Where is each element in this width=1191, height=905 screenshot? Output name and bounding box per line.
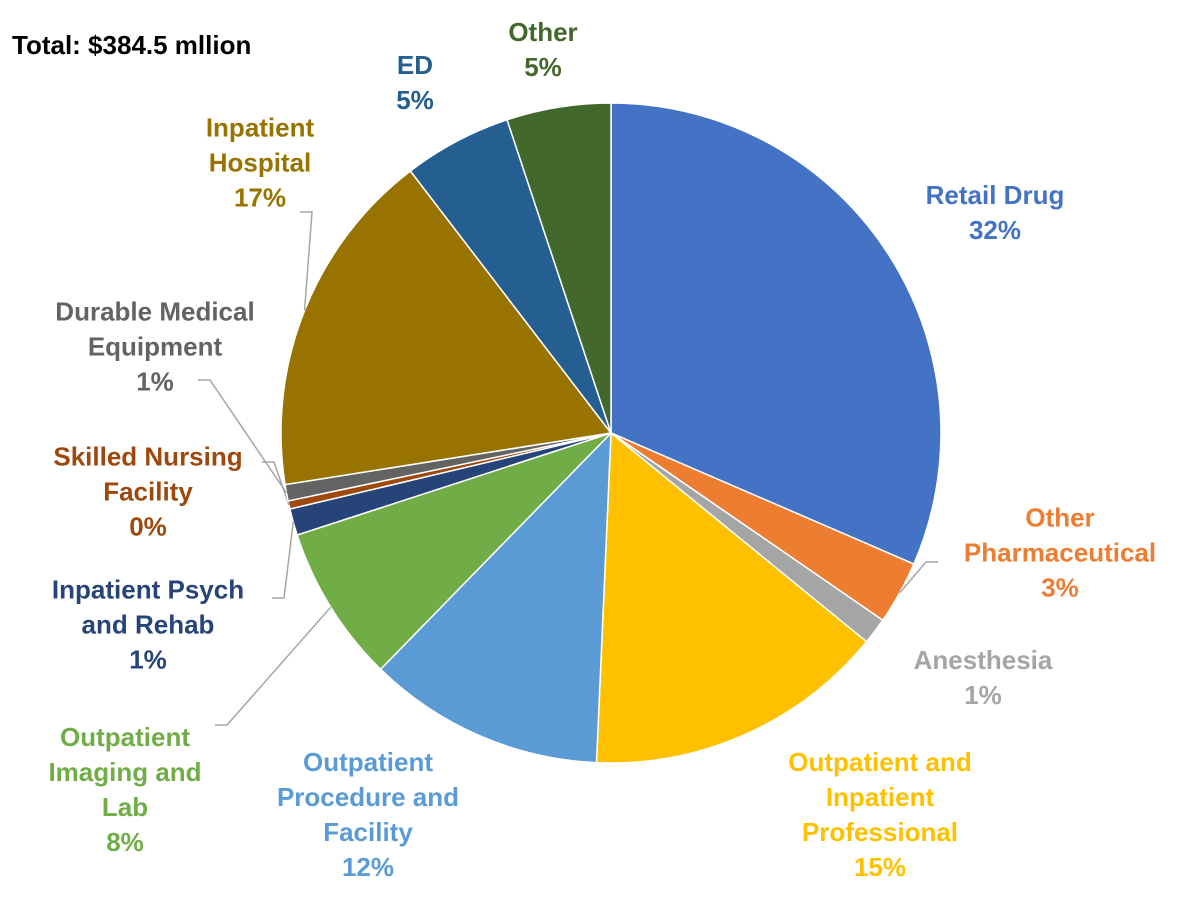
slice-label: Inpatient Psych and Rehab 1% — [52, 573, 244, 678]
value-label: 1% — [136, 366, 174, 397]
value-label: 32% — [968, 215, 1022, 245]
slice-label: Outpatient Imaging and Lab 8% — [48, 720, 201, 860]
pie-slice — [379, 431, 612, 764]
value-label: 1% — [129, 644, 167, 675]
pie-slice — [506, 102, 612, 434]
category-label: Other — [508, 17, 578, 47]
leader-line — [899, 561, 938, 594]
slice-label: Outpatient Procedure and Facility 12% — [277, 745, 459, 885]
slice-label: Skilled Nursing Facility 0% — [53, 440, 242, 545]
category-label: Skilled Nursing Facility — [53, 441, 243, 507]
chart-title: Total: $384.5 mllion — [12, 30, 252, 60]
slice-label: Outpatient and Inpatient Professional 15% — [788, 745, 971, 885]
value-label: 1% — [964, 680, 1002, 710]
value-label: 17% — [233, 182, 287, 213]
slice-label: ED 5% — [396, 48, 434, 118]
value-label: 5% — [524, 52, 562, 82]
slice-label: Inpatient Hospital 17% — [206, 111, 314, 216]
value-label: 5% — [396, 85, 434, 115]
category-label: Other Pharmaceutical — [963, 502, 1157, 568]
category-label: Inpatient Psych and Rehab — [51, 574, 245, 640]
value-label: 15% — [853, 852, 907, 882]
value-label: 3% — [1041, 572, 1079, 603]
pie-slice — [595, 431, 868, 764]
slice-label: Retail Drug 32% — [926, 178, 1065, 248]
pie-slice — [296, 432, 612, 671]
category-label: Outpatient Procedure and Facility — [276, 747, 460, 847]
slice-label: Anesthesia 1% — [914, 643, 1053, 713]
category-label: Durable Medical Equipment — [55, 296, 255, 362]
category-label: Retail Drug — [925, 180, 1065, 210]
pie-slice — [610, 102, 942, 566]
category-label: Inpatient Hospital — [205, 112, 315, 178]
leader-line — [198, 379, 288, 494]
category-label: Outpatient and Inpatient Professional — [788, 747, 972, 847]
leader-line — [272, 521, 294, 599]
category-label: Anesthesia — [913, 645, 1053, 675]
value-label: 0% — [129, 511, 167, 542]
value-label: 8% — [106, 827, 144, 857]
slice-label: Other 5% — [508, 15, 577, 85]
slice-label: Other Pharmaceutical 3% — [964, 501, 1156, 606]
category-label: ED — [396, 50, 434, 80]
leader-line — [300, 211, 313, 311]
slice-label: Durable Medical Equipment 1% — [55, 295, 254, 400]
category-label: Outpatient Imaging and Lab — [48, 722, 202, 822]
leader-line — [215, 606, 332, 726]
value-label: 12% — [341, 852, 395, 882]
